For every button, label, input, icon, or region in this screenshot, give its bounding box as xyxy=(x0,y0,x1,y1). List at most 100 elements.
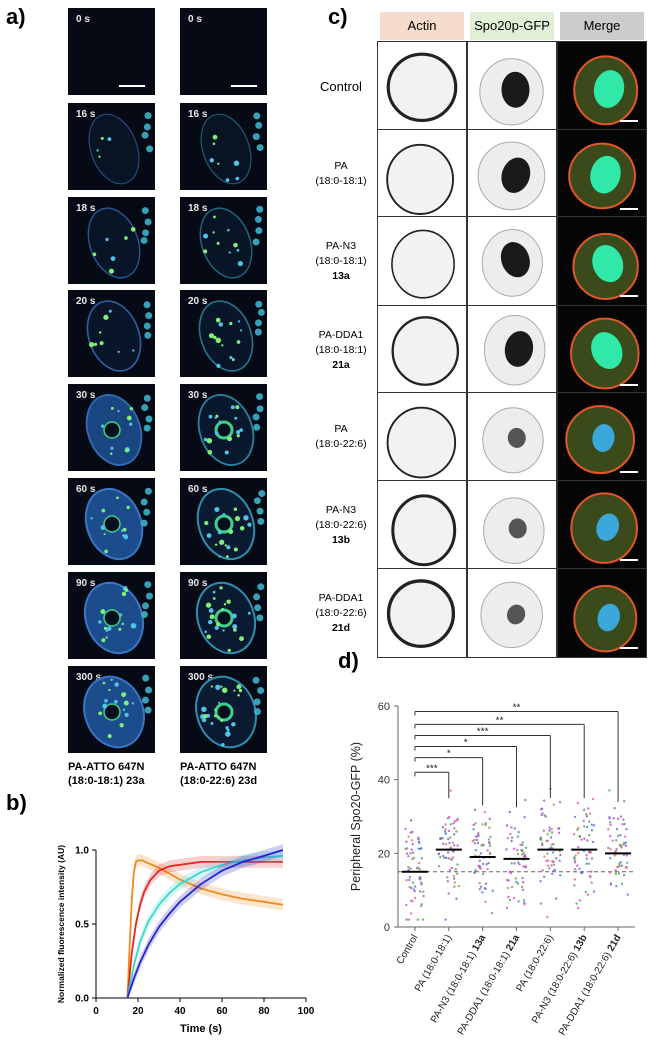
data-point xyxy=(413,885,417,888)
data-point xyxy=(546,833,549,836)
significance-label: ** xyxy=(513,703,521,714)
cell-micrograph xyxy=(568,142,636,210)
series-band xyxy=(127,844,283,998)
data-point xyxy=(539,902,543,905)
row-label-line: Control xyxy=(320,78,362,94)
data-point xyxy=(607,846,610,850)
row-label-line: (18:0-22:6) xyxy=(315,606,367,619)
data-point xyxy=(615,839,618,842)
timelapse-tile: 90 s xyxy=(68,572,155,659)
data-point xyxy=(590,881,593,884)
data-point xyxy=(449,846,453,849)
cell-micrograph xyxy=(483,314,546,386)
data-point xyxy=(443,830,447,833)
data-point xyxy=(583,825,586,828)
scale-bar xyxy=(620,384,638,386)
data-point xyxy=(618,862,621,866)
data-point xyxy=(437,852,441,856)
cell-micrograph xyxy=(477,141,546,211)
scale-bar xyxy=(620,295,638,297)
data-point xyxy=(621,823,624,826)
spo20-image xyxy=(467,568,557,658)
data-point xyxy=(578,867,581,870)
data-point xyxy=(489,835,492,839)
data-point xyxy=(453,827,456,830)
data-point xyxy=(517,861,520,864)
timelapse-tile: 90 s xyxy=(180,572,267,659)
row-label: PA-N3 (18:0-18:1) 13a xyxy=(300,239,382,284)
panel-d-letter: d) xyxy=(338,648,359,673)
actin-image xyxy=(377,392,467,482)
data-point xyxy=(472,823,475,827)
data-point xyxy=(608,856,612,860)
data-point xyxy=(519,843,522,847)
data-point xyxy=(418,867,421,871)
row-label: Control xyxy=(300,79,382,94)
data-point xyxy=(612,817,615,820)
scale-bar xyxy=(119,85,145,87)
data-point xyxy=(481,843,485,846)
merge-image xyxy=(557,392,647,482)
cell-micrograph xyxy=(391,316,460,386)
timelapse-tile: 18 s xyxy=(68,197,155,284)
scale-bar xyxy=(620,471,638,473)
data-point xyxy=(618,843,622,846)
x-tick-label: 60 xyxy=(216,1006,228,1017)
data-point xyxy=(524,855,527,858)
cell-image xyxy=(197,393,264,466)
data-point xyxy=(609,821,612,824)
data-point xyxy=(615,848,618,851)
data-point xyxy=(585,813,588,816)
data-point xyxy=(541,843,544,847)
actin-image xyxy=(377,129,467,219)
data-point xyxy=(441,837,444,840)
timepoint-label: 60 s xyxy=(188,484,208,495)
data-point xyxy=(577,851,580,855)
data-point xyxy=(448,815,451,819)
series-line xyxy=(126,849,284,999)
data-point xyxy=(546,852,549,855)
data-point xyxy=(506,886,510,890)
data-point xyxy=(449,836,452,839)
timepoint-label: 60 s xyxy=(76,484,96,495)
data-point xyxy=(411,900,414,903)
data-point xyxy=(451,856,455,859)
y-axis-label: Peripheral Spo20-GFP (%) xyxy=(349,742,363,891)
data-point xyxy=(524,798,527,802)
data-point xyxy=(588,833,591,837)
timelapse-tile: 30 s xyxy=(68,384,155,471)
x-axis-label: Time (s) xyxy=(180,1023,222,1035)
data-point xyxy=(417,862,421,865)
data-point xyxy=(572,832,576,836)
cell-micrograph xyxy=(573,55,639,126)
data-point xyxy=(418,841,421,845)
data-point xyxy=(455,830,458,833)
timepoint-label: 300 s xyxy=(76,672,102,683)
data-point xyxy=(573,857,576,860)
caption-2-line2: (18:0-22:6) 23d xyxy=(180,775,258,787)
spo20-image xyxy=(467,392,557,482)
cell-image xyxy=(83,581,153,655)
data-point xyxy=(617,865,620,868)
row-label-line: PA-N3 xyxy=(325,239,357,252)
data-point xyxy=(409,912,413,915)
data-point xyxy=(478,859,481,863)
data-point xyxy=(613,806,616,810)
data-point xyxy=(619,815,623,818)
panel-b-chart: 0 20 40 60 80 100 0.0 0.5 1.0 Time (s) Normalized … xyxy=(56,844,315,1035)
cell-image xyxy=(83,674,153,749)
data-point xyxy=(582,808,586,812)
data-point xyxy=(472,828,475,831)
data-point xyxy=(521,853,524,856)
data-point xyxy=(522,899,526,902)
data-point xyxy=(542,829,546,832)
cell-image xyxy=(88,112,154,185)
data-point xyxy=(623,822,626,826)
cell-image xyxy=(195,675,265,749)
data-point xyxy=(522,881,525,884)
data-point xyxy=(587,862,591,866)
actin-image xyxy=(377,480,467,570)
data-point xyxy=(513,827,517,830)
spo20-image xyxy=(467,129,557,219)
data-point xyxy=(488,826,491,829)
